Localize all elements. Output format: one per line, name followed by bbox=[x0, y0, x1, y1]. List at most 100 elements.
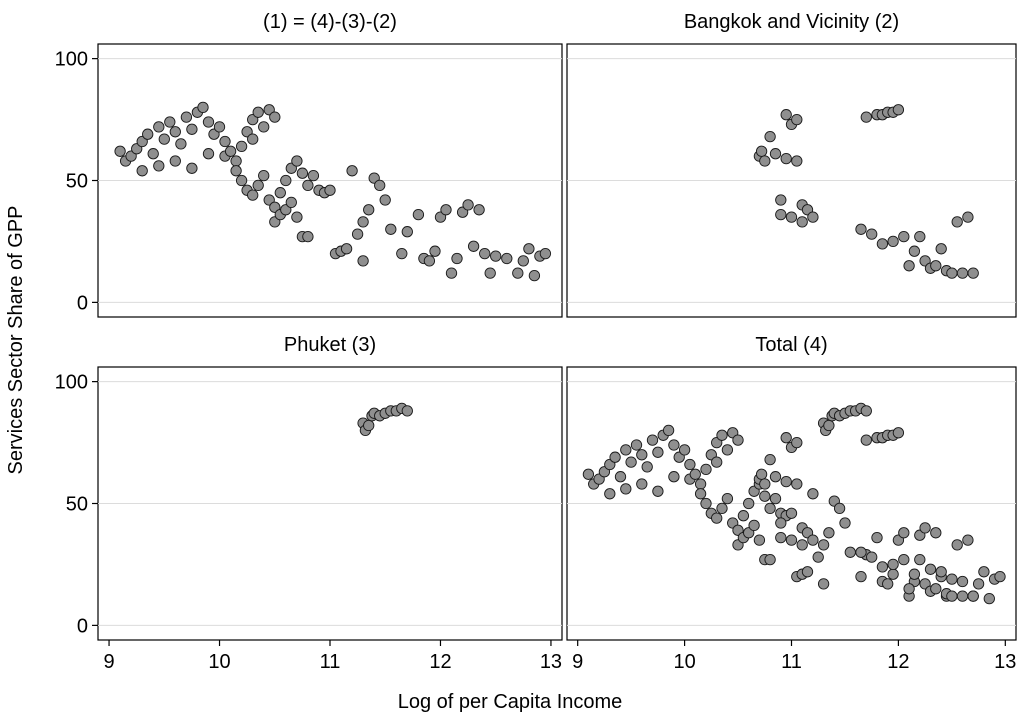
data-point bbox=[759, 155, 771, 167]
data-point bbox=[582, 468, 595, 480]
data-point bbox=[801, 566, 814, 578]
data-point bbox=[646, 434, 659, 446]
data-point bbox=[307, 169, 320, 182]
data-point bbox=[652, 485, 664, 497]
data-point bbox=[994, 570, 1006, 583]
data-point bbox=[951, 539, 963, 551]
x-tick-label: 12 bbox=[429, 651, 451, 673]
data-point bbox=[775, 531, 787, 544]
data-point bbox=[860, 405, 872, 417]
data-point bbox=[219, 135, 231, 148]
data-point bbox=[462, 199, 474, 211]
data-point bbox=[903, 260, 915, 272]
data-point bbox=[791, 478, 803, 490]
panel-2: Bangkok and Vicinity (2) bbox=[566, 11, 1017, 318]
x-tick-label: 9 bbox=[572, 651, 583, 673]
data-point bbox=[473, 204, 485, 216]
data-point bbox=[158, 133, 170, 145]
data-point bbox=[978, 566, 990, 578]
data-point bbox=[230, 155, 242, 167]
data-point bbox=[898, 527, 910, 539]
data-point bbox=[252, 179, 264, 192]
data-point bbox=[855, 570, 867, 583]
data-point bbox=[186, 162, 198, 174]
data-point bbox=[791, 113, 803, 126]
data-point bbox=[604, 488, 616, 500]
data-point bbox=[951, 216, 963, 228]
data-point bbox=[780, 432, 792, 444]
data-point bbox=[224, 145, 237, 157]
data-point bbox=[153, 160, 165, 172]
data-point bbox=[374, 179, 386, 192]
data-point bbox=[609, 451, 621, 463]
data-point bbox=[379, 194, 391, 206]
data-point bbox=[247, 133, 259, 145]
data-point bbox=[721, 444, 734, 456]
x-tick-label: 9 bbox=[103, 651, 114, 673]
y-tick-label: 0 bbox=[77, 292, 88, 314]
panel-3: Phuket (3) 0 50 100 9 10 11 12 13 bbox=[55, 334, 563, 673]
panel-4: Total (4) 9 10 11 12 13 bbox=[566, 334, 1017, 673]
data-point bbox=[630, 439, 643, 451]
data-point bbox=[235, 140, 248, 153]
data-point bbox=[785, 534, 798, 546]
data-point bbox=[340, 243, 353, 255]
data-point bbox=[291, 211, 303, 223]
data-point bbox=[625, 456, 637, 468]
data-point bbox=[956, 590, 969, 602]
data-point bbox=[764, 453, 776, 466]
data-point bbox=[860, 111, 872, 123]
data-point bbox=[903, 583, 915, 595]
data-point bbox=[523, 243, 535, 255]
data-point bbox=[755, 468, 768, 480]
data-point bbox=[423, 255, 436, 267]
data-point bbox=[274, 187, 286, 199]
data-point bbox=[517, 255, 529, 267]
panel-title: Phuket (3) bbox=[284, 334, 376, 356]
data-point bbox=[876, 238, 889, 250]
data-point bbox=[914, 553, 926, 566]
data-point bbox=[807, 488, 819, 500]
data-point bbox=[855, 223, 867, 235]
data-point bbox=[324, 184, 336, 196]
data-point bbox=[812, 551, 824, 563]
scatter-points bbox=[114, 101, 552, 282]
data-point bbox=[769, 471, 782, 483]
data-point bbox=[780, 152, 792, 165]
data-point bbox=[775, 208, 787, 221]
data-point bbox=[484, 267, 496, 279]
data-point bbox=[737, 510, 750, 522]
data-point bbox=[962, 534, 974, 546]
data-point bbox=[180, 111, 193, 123]
data-point bbox=[769, 148, 782, 160]
data-point bbox=[169, 155, 181, 167]
data-point bbox=[357, 255, 369, 267]
data-point bbox=[748, 519, 760, 532]
data-point bbox=[636, 478, 648, 490]
data-point bbox=[213, 121, 226, 133]
data-point bbox=[401, 405, 413, 417]
data-point bbox=[351, 228, 364, 240]
data-point bbox=[164, 116, 176, 128]
data-point bbox=[732, 434, 744, 446]
data-point bbox=[528, 269, 541, 282]
data-point bbox=[501, 252, 513, 265]
data-point bbox=[908, 568, 921, 580]
data-point bbox=[142, 128, 154, 140]
data-point bbox=[892, 104, 905, 116]
x-tick-label: 10 bbox=[208, 651, 230, 673]
scatter-points bbox=[753, 104, 979, 279]
data-point bbox=[785, 507, 798, 519]
scatter-points bbox=[357, 402, 413, 437]
data-point bbox=[269, 111, 281, 123]
data-point bbox=[114, 145, 126, 157]
data-point bbox=[346, 165, 358, 177]
data-point bbox=[743, 497, 755, 510]
data-point bbox=[202, 148, 215, 160]
data-point bbox=[967, 267, 979, 279]
data-point bbox=[919, 522, 931, 534]
data-point bbox=[230, 165, 242, 177]
data-point bbox=[258, 169, 270, 182]
data-point bbox=[855, 546, 867, 558]
data-point bbox=[302, 179, 314, 192]
